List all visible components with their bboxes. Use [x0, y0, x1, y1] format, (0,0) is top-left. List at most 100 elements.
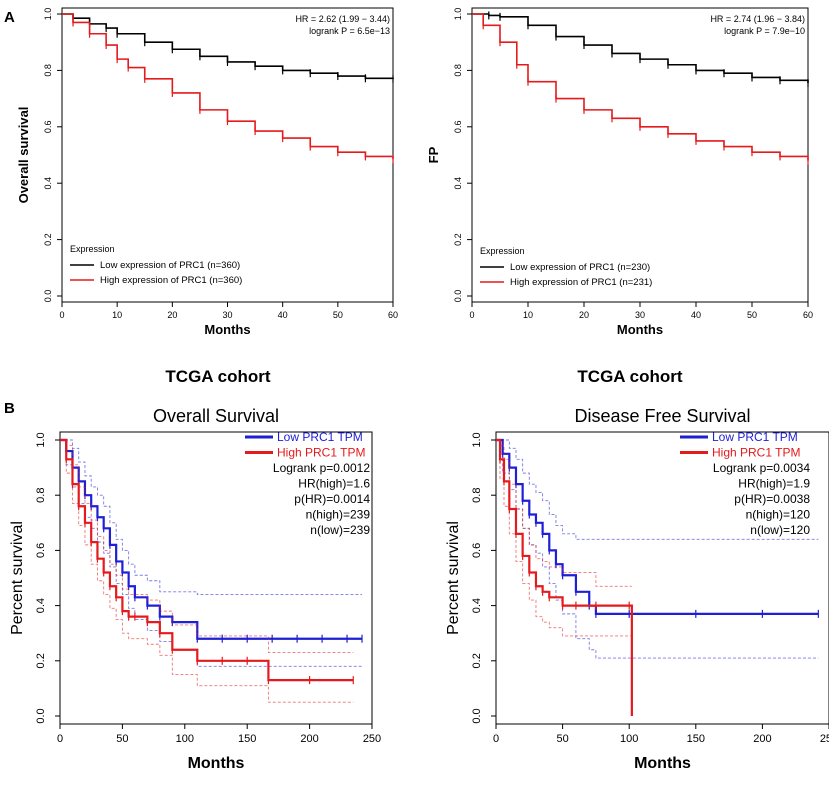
panel-label-b: B [4, 400, 15, 417]
legend-entry: Low PRC1 TPM [277, 430, 363, 444]
y-tick-label: 0.0 [471, 708, 483, 723]
x-tick-label: 150 [238, 733, 256, 745]
x-axis-label: Months [617, 322, 663, 337]
legend-entry: High PRC1 TPM [712, 446, 800, 460]
x-tick-label: 0 [57, 733, 63, 745]
x-tick-label: 50 [747, 310, 757, 320]
charts-layer: 0 10 20 30 40 50 60 0.0 0.2 0.4 0.6 0.8 1.0 Months Ove… [9, 7, 829, 772]
y-tick-label: 0.8 [453, 64, 463, 77]
legend-entry: Low expression of PRC1 (n=360) [100, 260, 240, 271]
cohort-title-left: TCGA cohort [165, 367, 270, 386]
x-axis-label: Months [204, 322, 250, 337]
y-tick-label: 0.8 [471, 488, 483, 503]
stat-text: p(HR)=0.0014 [294, 492, 370, 506]
y-tick-label: 0.8 [43, 64, 53, 77]
chart-3: Overall Survival 0 50 100 150 200 250 0.0 0.2 0.4… [9, 406, 381, 772]
ci-lower-line [60, 439, 354, 703]
legend-entry: Low PRC1 TPM [712, 430, 798, 444]
y-axis-label: FP [426, 146, 441, 163]
y-tick-label: 0.0 [35, 708, 47, 723]
ci-upper-line [60, 439, 363, 596]
plot-frame [59, 431, 373, 725]
y-axis-label: Overall survival [16, 107, 31, 204]
series-low [472, 11, 809, 88]
x-tick-label: 30 [222, 310, 232, 320]
series-high [496, 438, 633, 716]
y-tick-label: 0.6 [43, 121, 53, 134]
plot-frame [495, 431, 829, 725]
stat-text: n(high)=239 [306, 508, 371, 522]
stat-text: n(high)=120 [746, 508, 811, 522]
survival-curve [496, 438, 633, 716]
x-tick-label: 150 [687, 733, 705, 745]
chart-title: Disease Free Survival [574, 406, 750, 426]
series-high [472, 13, 809, 165]
plot-frame [471, 7, 809, 303]
stat-text: logrank P = 7.9e−10 [724, 26, 805, 36]
x-tick-label: 200 [753, 733, 771, 745]
legend-entry: Low expression of PRC1 (n=230) [510, 262, 650, 273]
y-tick-label: 0.8 [35, 488, 47, 503]
legend-entry: High expression of PRC1 (n=231) [510, 277, 652, 288]
chart-1: 0 10 20 30 40 50 60 0.0 0.2 0.4 0.6 0.8 1.0 Months Ove… [16, 7, 398, 337]
survival-curve [60, 438, 363, 640]
series-high [60, 438, 354, 703]
stat-text: HR(high)=1.9 [738, 477, 810, 491]
x-tick-label: 20 [167, 310, 177, 320]
legend-title: Expression [70, 244, 115, 254]
y-tick-label: 0.2 [43, 233, 53, 246]
y-tick-label: 0.2 [453, 233, 463, 246]
x-tick-label: 0 [469, 310, 474, 320]
stat-text: HR(high)=1.6 [298, 477, 370, 491]
survival-curve [62, 13, 394, 160]
legend-entry: High expression of PRC1 (n=360) [100, 275, 242, 286]
ci-lower-line [496, 439, 632, 637]
y-tick-label: 0.0 [453, 290, 463, 303]
x-tick-label: 60 [803, 310, 813, 320]
stat-text: p(HR)=0.0038 [734, 492, 810, 506]
y-tick-label: 1.0 [453, 8, 463, 21]
ci-upper-line [496, 439, 632, 587]
x-tick-label: 40 [691, 310, 701, 320]
y-tick-label: 0.6 [453, 121, 463, 134]
x-tick-label: 200 [300, 733, 318, 745]
stat-text: HR = 2.62 (1.99 − 3.44) [295, 14, 390, 24]
legend-title: Expression [480, 246, 525, 256]
x-axis-label: Months [634, 755, 691, 772]
y-tick-label: 0.4 [471, 598, 483, 613]
x-tick-label: 10 [112, 310, 122, 320]
stat-text: logrank P = 6.5e−13 [309, 26, 390, 36]
ci-upper-line [496, 439, 819, 540]
panel-label-a: A [4, 9, 15, 26]
y-tick-label: 0.6 [471, 543, 483, 558]
x-tick-label: 250 [820, 733, 829, 745]
y-tick-label: 1.0 [471, 432, 483, 447]
stat-text: Logrank p=0.0034 [713, 461, 810, 475]
cohort-title-right: TCGA cohort [577, 367, 682, 386]
x-tick-label: 50 [556, 733, 568, 745]
chart-2: 0 10 20 30 40 50 60 0.0 0.2 0.4 0.6 0.8 1.0 Months FP H… [426, 7, 813, 337]
y-tick-label: 1.0 [35, 432, 47, 447]
series-low [62, 13, 394, 83]
series-high [62, 13, 394, 164]
y-axis-label: Percent survival [9, 521, 26, 635]
x-tick-label: 100 [620, 733, 638, 745]
y-tick-label: 0.4 [35, 598, 47, 613]
y-tick-label: 0.6 [35, 543, 47, 558]
stat-text: n(low)=120 [750, 523, 810, 537]
x-tick-label: 0 [493, 733, 499, 745]
x-tick-label: 0 [59, 310, 64, 320]
x-tick-label: 100 [176, 733, 194, 745]
x-tick-label: 30 [635, 310, 645, 320]
stat-text: HR = 2.74 (1.96 − 3.84) [710, 14, 805, 24]
y-tick-label: 0.4 [453, 177, 463, 190]
x-tick-label: 20 [579, 310, 589, 320]
y-tick-label: 0.4 [43, 177, 53, 190]
x-tick-label: 60 [388, 310, 398, 320]
y-tick-label: 0.2 [35, 653, 47, 668]
stat-text: Logrank p=0.0012 [273, 461, 370, 475]
y-tick-label: 1.0 [43, 8, 53, 21]
survival-curve [472, 13, 809, 84]
x-tick-label: 50 [116, 733, 128, 745]
y-axis-label: Percent survival [445, 521, 462, 635]
